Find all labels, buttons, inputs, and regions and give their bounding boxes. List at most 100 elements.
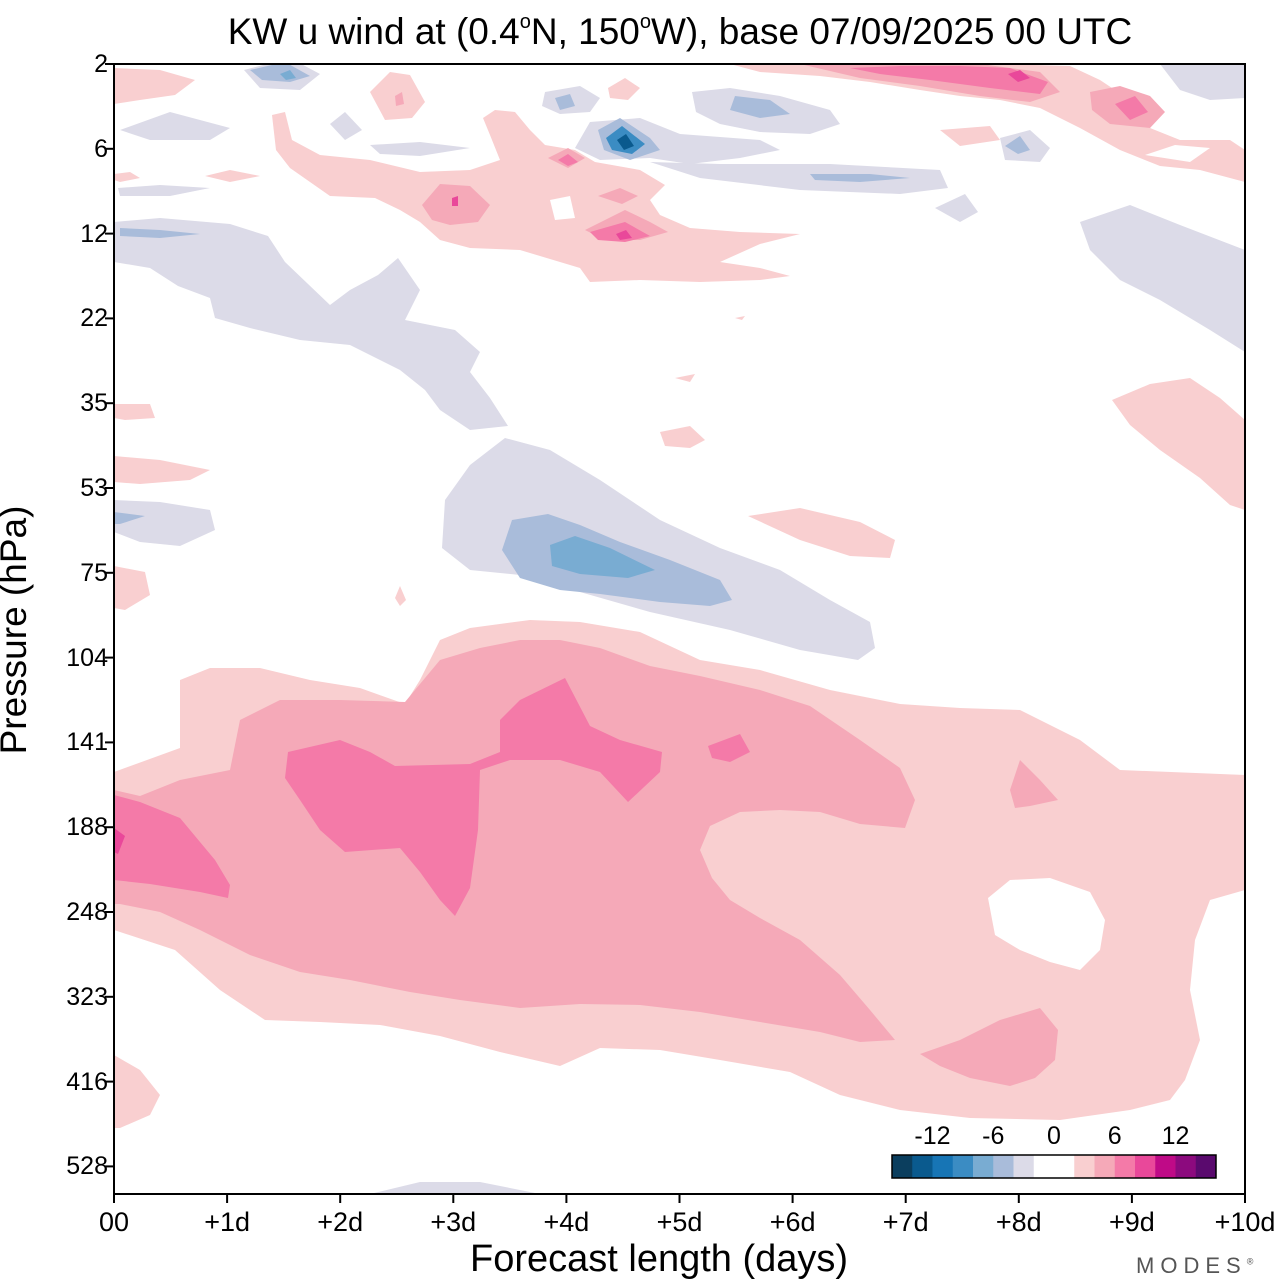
negative-region — [120, 112, 230, 140]
colorbar-swatch — [1074, 1155, 1095, 1178]
positive-core — [114, 640, 915, 1042]
x-tick-label: +9d — [1108, 1207, 1155, 1237]
y-tick-label: 6 — [94, 134, 108, 163]
positive-core — [920, 1008, 1058, 1086]
x-tick-label: +7d — [882, 1207, 929, 1237]
colorbar-swatch — [932, 1155, 954, 1178]
positive-region — [940, 126, 1000, 146]
y-tick-label: 528 — [66, 1152, 108, 1181]
colorbar-swatch — [912, 1155, 933, 1178]
y-axis-ticks — [105, 63, 114, 1168]
colorbar-tick-label: 12 — [1161, 1122, 1190, 1150]
colorbar-tick-label: 0 — [1047, 1122, 1061, 1150]
x-axis-title: Forecast length (days) — [470, 1238, 849, 1280]
positive-core-strong — [1115, 96, 1148, 120]
x-tick-label: +6d — [769, 1207, 816, 1237]
y-tick-label: 323 — [66, 982, 108, 1011]
colorbar-swatch — [1195, 1155, 1217, 1178]
y-tick-label: 75 — [80, 558, 108, 587]
positive-region — [660, 426, 705, 448]
positive-core-strong — [558, 154, 578, 166]
negative-region — [118, 185, 210, 196]
negative-core-strong — [280, 70, 296, 80]
chart-title: KW u wind at (0.4oN, 150oW), base 07/09/… — [227, 11, 1133, 52]
negative-region — [114, 500, 215, 546]
positive-core — [395, 92, 404, 106]
positive-core-strong — [114, 795, 230, 898]
x-tick-label: +10d — [1214, 1207, 1276, 1237]
x-tick-label: +4d — [543, 1207, 590, 1237]
colorbar-swatch — [973, 1155, 994, 1178]
colorbar-tick-label: 6 — [1107, 1122, 1122, 1150]
positive-region — [114, 456, 210, 484]
y-tick-label: 188 — [66, 813, 108, 842]
positive-region — [1145, 145, 1210, 162]
positive-region — [114, 172, 140, 182]
negative-region — [1160, 64, 1245, 100]
positive-region — [608, 78, 640, 100]
positive-core-strong — [616, 230, 632, 240]
y-tick-label: 12 — [80, 219, 108, 248]
x-tick-label: +2d — [317, 1207, 364, 1237]
x-axis-ticks — [113, 1194, 1246, 1203]
y-tick-label: 22 — [80, 304, 108, 333]
colorbar-tick-label: -6 — [982, 1122, 1005, 1150]
positive-core-strong — [285, 678, 662, 916]
negative-region — [370, 1182, 540, 1194]
y-axis-title: Pressure (hPa) — [0, 505, 34, 755]
positive-region — [114, 404, 155, 420]
colorbar-swatch — [952, 1155, 974, 1178]
negative-core-strong — [617, 134, 634, 150]
positive-core-strong — [114, 828, 125, 854]
y-tick-label: 35 — [80, 389, 108, 418]
positive-core-strong — [1008, 70, 1030, 82]
colorbar-frame — [891, 1154, 1217, 1179]
colorbar-swatch — [1175, 1155, 1197, 1178]
x-tick-label: +5d — [656, 1207, 703, 1237]
negative-region — [330, 112, 362, 140]
negative-core — [730, 96, 790, 118]
positive-region — [395, 586, 406, 606]
x-tick-label: +3d — [430, 1207, 477, 1237]
negative-core — [555, 94, 575, 110]
negative-region — [650, 162, 948, 194]
positive-region — [114, 566, 150, 610]
positive-region — [748, 508, 895, 558]
colorbar-swatch — [993, 1155, 1014, 1178]
x-tick-label: 00 — [98, 1207, 130, 1237]
colorbar-swatch — [1094, 1155, 1116, 1178]
colorbar — [891, 1154, 1217, 1179]
negative-core — [120, 228, 200, 238]
negative-region — [1080, 205, 1245, 352]
positive-core-strong — [850, 66, 1048, 94]
colorbar-swatch — [1013, 1155, 1035, 1178]
negative-region — [935, 194, 978, 222]
contour-fills — [114, 64, 1245, 1194]
negative-core — [1005, 136, 1030, 154]
positive-core-strong — [708, 734, 750, 762]
positive-core-strong — [452, 196, 458, 206]
positive-region — [272, 110, 800, 282]
positive-region — [1112, 378, 1245, 510]
zero-pocket — [988, 878, 1105, 970]
colorbar-swatch — [1054, 1155, 1075, 1178]
brand-logo: MODES® — [1136, 1253, 1254, 1278]
y-tick-label: 248 — [66, 898, 108, 926]
colorbar-swatch — [1033, 1155, 1055, 1178]
colorbar-swatch — [1155, 1155, 1176, 1178]
positive-region — [735, 316, 745, 320]
x-tick-label: +1d — [204, 1207, 250, 1237]
positive-region — [675, 374, 695, 382]
y-tick-label: 2 — [94, 50, 108, 78]
positive-core — [1010, 760, 1058, 808]
positive-region — [550, 196, 575, 220]
negative-region — [114, 218, 508, 430]
y-tick-label: 104 — [66, 643, 108, 672]
colorbar-swatch — [1114, 1155, 1136, 1178]
colorbar-tick-label: -12 — [914, 1122, 951, 1150]
y-tick-label: 141 — [66, 728, 108, 757]
colorbar-swatch — [892, 1155, 913, 1178]
negative-core — [114, 512, 145, 524]
positive-region — [114, 68, 195, 104]
